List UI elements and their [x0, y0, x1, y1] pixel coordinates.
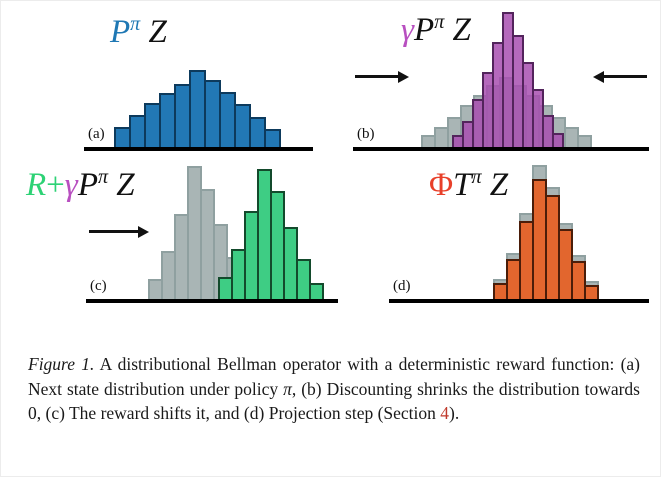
superscript-pi: π [97, 166, 109, 188]
histogram-next-state-distribution [114, 70, 281, 147]
section-ref-link[interactable]: 4 [440, 403, 450, 423]
x-axis-line [353, 147, 649, 151]
histogram-bar [571, 261, 586, 299]
figure-caption: Figure 1. A distributional Bellman opera… [28, 352, 640, 426]
histogram-bar [552, 133, 564, 147]
caption-text: A distributional Bellman operator with a… [28, 354, 640, 399]
panel-d: ΦTπ Z (d) [389, 160, 649, 303]
panel-c-tag: (c) [90, 278, 107, 294]
formula-part: Φ [429, 167, 454, 203]
x-axis-line [86, 299, 338, 303]
histogram-projected-distribution [493, 179, 599, 299]
histogram-bar [577, 135, 592, 147]
histogram-bar [264, 129, 281, 147]
panel-d-tag: (d) [393, 278, 411, 294]
formula-part: P [110, 14, 131, 50]
histogram-bar [296, 259, 311, 299]
histogram-bar [584, 285, 599, 299]
panel-b-tag: (b) [357, 126, 375, 142]
histogram-discounted-distribution [452, 12, 564, 147]
panel-b: γPπ Z (b) [353, 9, 649, 151]
formula-part: P [414, 12, 435, 48]
superscript-pi: π [434, 11, 445, 33]
panel-b-formula: γPπ Z [401, 11, 471, 49]
arrow-right-icon [89, 230, 139, 233]
formula-part: Z [116, 167, 135, 203]
panel-a-formula: Pπ Z [110, 13, 167, 51]
formula-part: R [26, 167, 47, 203]
histogram-bar [309, 283, 324, 299]
formula-part: + [46, 167, 65, 203]
panel-c: R+γPπ Z (c) [26, 160, 338, 303]
formula-part: Z [452, 12, 471, 48]
formula-part: γ [401, 12, 415, 48]
panel-a-tag: (a) [88, 126, 105, 142]
formula-part [482, 167, 490, 203]
histogram-bar [542, 115, 554, 147]
superscript-pi: π [130, 13, 141, 35]
superscript-pi: π [471, 166, 482, 188]
arrow-right-icon [355, 75, 399, 78]
caption-figure-label: Figure 1. [28, 354, 95, 374]
panel-c-formula: R+γPπ Z [26, 166, 135, 204]
arrow-left-icon [603, 75, 647, 78]
formula-part: γ [64, 167, 78, 203]
x-axis-line [84, 147, 313, 151]
caption-text: ). [449, 403, 460, 423]
caption-text: , (b) Discounting shrinks the distributi… [28, 378, 640, 424]
x-axis-line [389, 299, 649, 303]
histogram-reward-shifted-distribution [218, 169, 324, 299]
formula-part: Z [148, 14, 167, 50]
formula-part: T [453, 167, 472, 203]
panel-d-formula: ΦTπ Z [429, 166, 508, 204]
panel-a: Pπ Z (a) [84, 9, 313, 151]
formula-part: Z [489, 167, 509, 203]
caption-pi-symbol: π [283, 378, 292, 399]
formula-part: P [77, 167, 98, 203]
histogram-discounted-distribution-gray [148, 166, 254, 299]
